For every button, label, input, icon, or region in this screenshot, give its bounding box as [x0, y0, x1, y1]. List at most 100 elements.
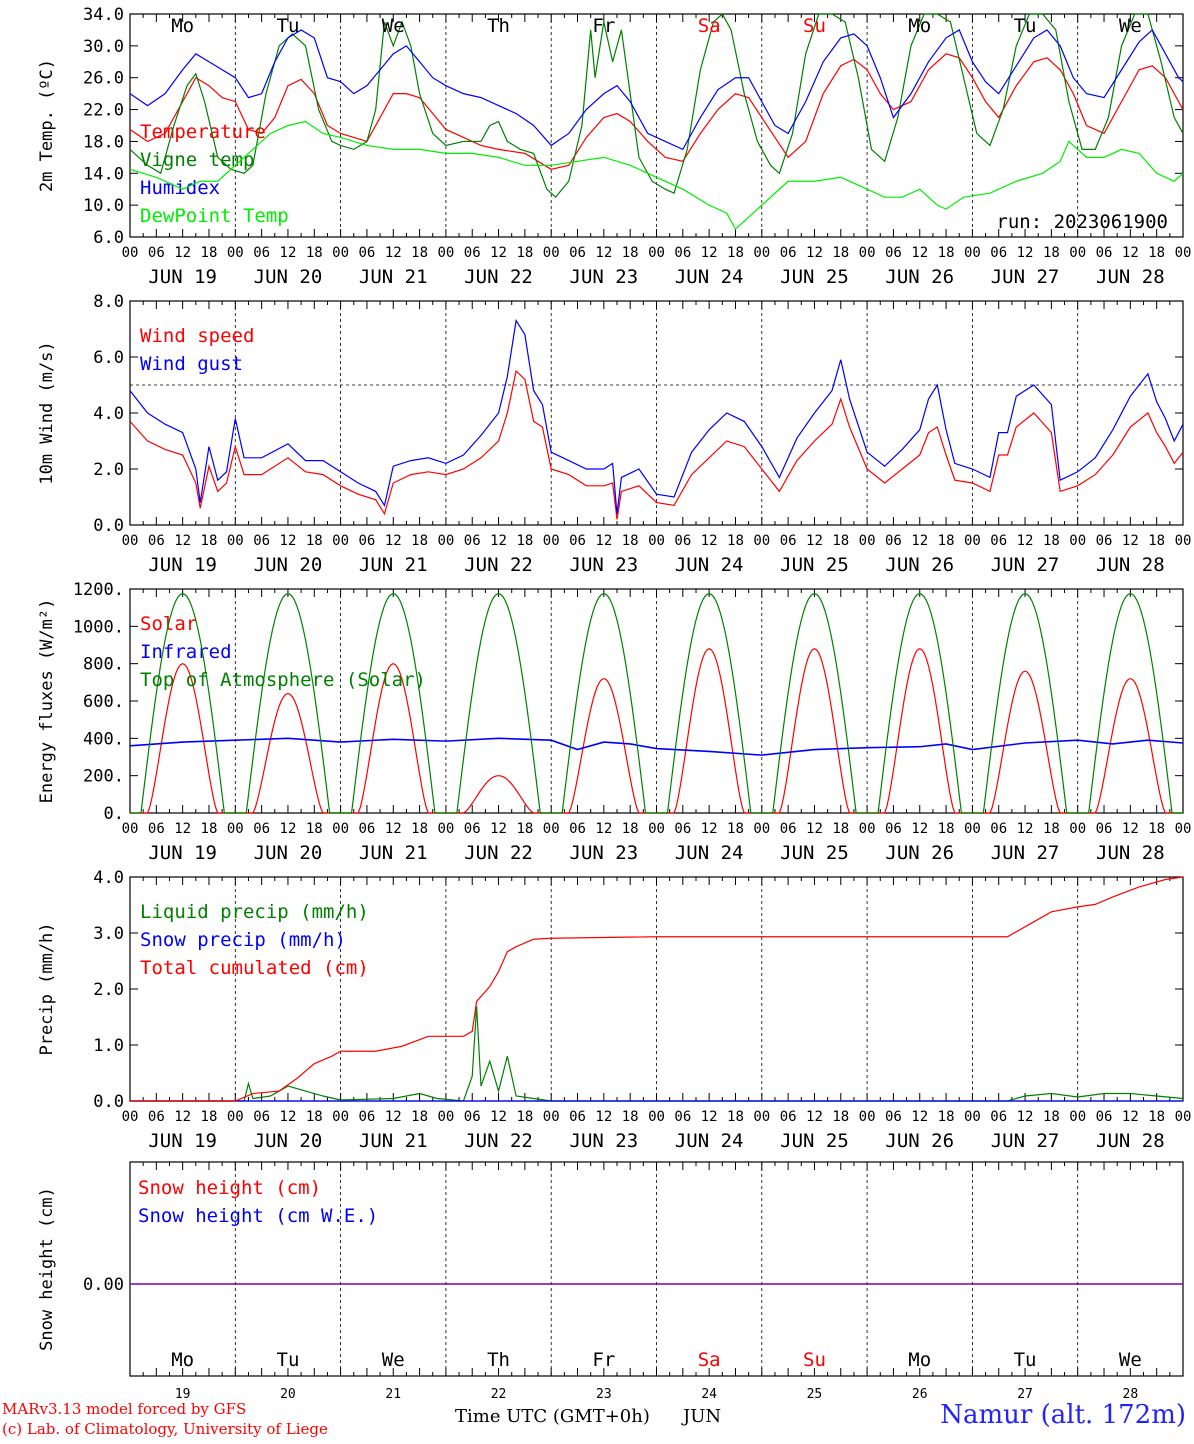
hour-tick-label: 18 [1148, 1109, 1165, 1125]
weekday-label: We [382, 1349, 405, 1371]
panel-temp: 6.0 10.0 14.0 18.0 22.0 26.0 30.0 34.0 2m Temp. … [37, 5, 1191, 288]
hour-tick-label: 12 [1017, 533, 1034, 549]
model-credit-line2: (c) Lab. of Climatology, University of L… [2, 1420, 328, 1438]
hour-tick-label: 00 [964, 1109, 981, 1125]
y-tick-label: 0.00 [83, 1275, 124, 1295]
series-line-temperature [129, 53, 1184, 170]
hour-tick-label: 00 [437, 245, 454, 261]
hour-tick-label: 12 [806, 245, 823, 261]
hour-tick-label: 06 [674, 821, 691, 837]
hour-tick-label: 06 [464, 245, 481, 261]
hour-tick-label: 12 [490, 245, 507, 261]
hour-tick-label: 18 [306, 1109, 323, 1125]
hour-tick-label: 06 [464, 533, 481, 549]
y-axis-label: 2m Temp. (ºC) [37, 59, 57, 192]
legend-liquid-precip-mm-h-: Liquid precip (mm/h) [140, 901, 369, 923]
legend-wind-speed: Wind speed [140, 325, 254, 347]
hour-tick-label: 12 [701, 821, 718, 837]
hour-tick-label: 18 [727, 821, 744, 837]
hour-tick-label: 06 [253, 821, 270, 837]
hour-tick-label: 18 [306, 821, 323, 837]
hour-tick-label: 18 [1043, 821, 1060, 837]
hour-tick-label: 00 [332, 1109, 349, 1125]
date-label: JUN 22 [464, 554, 533, 576]
hour-tick-label: 12 [911, 821, 928, 837]
series-line-liquid-precip-mm-h- [130, 1006, 1184, 1102]
hour-tick-label: 00 [543, 533, 560, 549]
hour-tick-label: 00 [859, 1109, 876, 1125]
hour-tick-label: 18 [938, 245, 955, 261]
weekday-label: Th [487, 15, 510, 37]
series-line-wind-gust [129, 318, 1184, 514]
day-number-label: 24 [701, 1387, 717, 1402]
hour-tick-label: 18 [411, 821, 428, 837]
y-tick-label: 0. [104, 804, 124, 824]
hour-tick-label: 18 [832, 1109, 849, 1125]
hour-tick-label: 06 [1096, 533, 1113, 549]
x-axis-label: Time UTC (GMT+0h) [455, 1406, 650, 1427]
hour-tick-label: 00 [1069, 245, 1086, 261]
hour-tick-label: 12 [911, 533, 928, 549]
y-tick-label: 1.0 [93, 1036, 124, 1056]
hour-tick-label: 06 [569, 821, 586, 837]
hour-tick-label: 00 [1175, 245, 1192, 261]
date-label: JUN 24 [675, 266, 744, 288]
date-label: JUN 23 [570, 266, 639, 288]
hour-tick-label: 00 [332, 821, 349, 837]
hour-tick-label: 12 [806, 821, 823, 837]
y-tick-label: 200. [83, 767, 124, 787]
hour-tick-label: 00 [859, 821, 876, 837]
hour-tick-label: 18 [516, 533, 533, 549]
hour-tick-label: 00 [1175, 1109, 1192, 1125]
y-tick-label: 6.0 [93, 348, 124, 368]
weekday-label: We [382, 15, 405, 37]
hour-tick-label: 00 [437, 821, 454, 837]
y-tick-label: 2.0 [93, 980, 124, 1000]
hour-tick-label: 12 [385, 245, 402, 261]
hour-tick-label: 18 [727, 1109, 744, 1125]
day-number-label: 20 [280, 1387, 296, 1402]
hour-tick-label: 06 [674, 1109, 691, 1125]
hour-tick-label: 06 [358, 1109, 375, 1125]
hour-tick-label: 00 [753, 821, 770, 837]
date-label: JUN 20 [254, 266, 323, 288]
hour-tick-label: 00 [227, 821, 244, 837]
y-tick-label: 10.0 [83, 196, 124, 216]
legend-temperature: Temperature [140, 121, 266, 143]
hour-tick-label: 18 [201, 821, 218, 837]
hour-tick-label: 18 [832, 821, 849, 837]
hour-tick-label: 12 [490, 821, 507, 837]
y-tick-label: 3.0 [93, 924, 124, 944]
panel-energy: 0. 200. 400. 600. 800. 1000. 1200. Energy fluxe… [37, 580, 1191, 864]
hour-tick-label: 00 [1175, 533, 1192, 549]
hour-tick-label: 18 [938, 1109, 955, 1125]
hour-tick-label: 12 [1122, 533, 1139, 549]
panel-precip: 0.0 1.0 2.0 3.0 4.0 Precip (mm/h) 00 06 12 18 JUN … [37, 868, 1191, 1152]
hour-tick-label: 06 [253, 533, 270, 549]
hour-tick-label: 00 [122, 245, 139, 261]
hour-tick-label: 18 [1148, 245, 1165, 261]
date-label: JUN 24 [675, 1130, 744, 1152]
hour-tick-label: 06 [148, 533, 165, 549]
legend-snow-height-cm-: Snow height (cm) [138, 1177, 321, 1199]
legend-snow-precip-mm-h-: Snow precip (mm/h) [140, 929, 346, 951]
hour-tick-label: 18 [411, 245, 428, 261]
y-tick-label: 600. [83, 692, 124, 712]
hour-tick-label: 18 [1148, 533, 1165, 549]
series-line-vigne-temp [129, 13, 1184, 199]
hour-tick-label: 06 [990, 245, 1007, 261]
hour-tick-label: 12 [595, 821, 612, 837]
hour-tick-label: 12 [701, 533, 718, 549]
hour-tick-label: 06 [148, 821, 165, 837]
hour-tick-label: 12 [280, 533, 297, 549]
hour-tick-label: 12 [280, 821, 297, 837]
y-axis-label: Precip (mm/h) [37, 922, 57, 1055]
hour-tick-label: 12 [1122, 1109, 1139, 1125]
hour-tick-label: 18 [727, 245, 744, 261]
model-credit-line1: MARv3.13 model forced by GFS [2, 1400, 247, 1418]
date-label: JUN 26 [885, 554, 954, 576]
hour-tick-label: 18 [516, 245, 533, 261]
weekday-label: Tu [277, 1349, 300, 1371]
hour-tick-label: 06 [253, 1109, 270, 1125]
hour-tick-label: 00 [1175, 821, 1192, 837]
